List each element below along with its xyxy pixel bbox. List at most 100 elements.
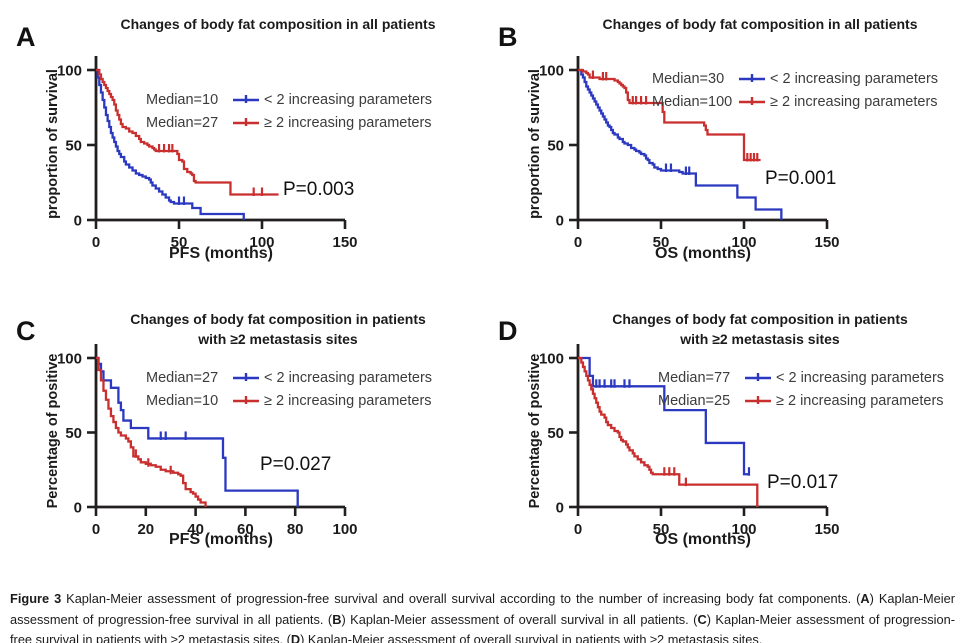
km-censor-line-icon [233, 118, 259, 126]
legend-median: Median=27 [146, 114, 219, 131]
svg-text:50: 50 [65, 425, 82, 442]
km-censor-line-icon [233, 396, 259, 404]
legend-label: ≥ 2 increasing parameters [264, 392, 432, 409]
svg-text:100: 100 [57, 63, 82, 80]
p-value: P=0.017 [767, 472, 839, 493]
svg-text:50: 50 [653, 234, 670, 251]
legend-row: Median=27 ≥ 2 increasing parameters [146, 111, 432, 134]
panel-title: Changes of body fat composition in patie… [78, 310, 478, 349]
panel-title-line1: Changes of body fat composition in patie… [130, 311, 426, 327]
km-censor-line-icon [745, 396, 771, 404]
svg-text:0: 0 [574, 521, 582, 538]
panel-letter: D [498, 316, 518, 346]
legend-median: Median=27 [146, 369, 219, 386]
y-axis-label: Percentage of positive [45, 353, 61, 509]
legend-median: Median=77 [658, 369, 731, 386]
panel-title: Changes of body fat composition in all p… [78, 15, 478, 35]
km-censor-line-icon [745, 373, 771, 381]
legend-median: Median=10 [146, 91, 219, 108]
svg-text:60: 60 [237, 521, 254, 538]
svg-text:50: 50 [547, 425, 564, 442]
figure-caption: Figure 3 Kaplan-Meier assessment of prog… [10, 591, 955, 643]
panel-title-line1: Changes of body fat composition in patie… [612, 311, 908, 327]
svg-text:50: 50 [653, 521, 670, 538]
legend-label: < 2 increasing parameters [264, 91, 433, 108]
km-censor-line-icon [739, 74, 765, 82]
svg-text:50: 50 [171, 234, 188, 251]
x-axis-label: OS (months) [655, 245, 751, 262]
svg-text:100: 100 [57, 351, 82, 368]
panel-title: Changes of body fat composition in patie… [560, 310, 960, 349]
legend: Median=30 < 2 increasing parameters Medi… [652, 67, 938, 113]
legend-label: ≥ 2 increasing parameters [264, 114, 432, 131]
legend: Median=10 < 2 increasing parameters Medi… [146, 88, 432, 134]
svg-text:0: 0 [92, 234, 100, 251]
y-axis-label: proportion of survival [45, 69, 61, 219]
panel-b: 0 50 100 0 50 100 150 B Changes of body fat co… [482, 0, 964, 292]
y-axis-label: Percentage of positive [527, 353, 543, 509]
panel-d: 0 50 100 0 50 100 150 D Changes of body fat co… [482, 292, 964, 592]
km-plot-b: 0 50 100 0 50 100 150 [539, 56, 840, 251]
km-censor-line-icon [233, 95, 259, 103]
legend-row: Median=77 < 2 increasing parameters [658, 366, 944, 389]
x-axis-label: OS (months) [655, 531, 751, 548]
y-axis-label: proportion of survival [527, 69, 543, 219]
km-plot-d: 0 50 100 0 50 100 150 [539, 344, 840, 538]
svg-text:0: 0 [92, 521, 100, 538]
svg-text:100: 100 [539, 351, 564, 368]
legend-label: ≥ 2 increasing parameters [770, 93, 938, 110]
panel-a: 0 50 100 0 50 100 150 A Changes of body fat co… [0, 0, 482, 292]
legend-label: < 2 increasing parameters [264, 369, 433, 386]
svg-text:150: 150 [332, 234, 357, 251]
legend-label: ≥ 2 increasing parameters [776, 392, 944, 409]
legend-median: Median=100 [652, 93, 733, 110]
svg-text:50: 50 [65, 138, 82, 155]
svg-text:100: 100 [249, 234, 274, 251]
svg-text:0: 0 [556, 500, 564, 517]
svg-text:0: 0 [574, 234, 582, 251]
svg-text:50: 50 [547, 138, 564, 155]
legend: Median=77 < 2 increasing parameters Medi… [658, 366, 944, 412]
legend-row: Median=100 ≥ 2 increasing parameters [652, 90, 938, 113]
legend-label: < 2 increasing parameters [776, 369, 945, 386]
p-value: P=0.027 [260, 454, 332, 475]
svg-text:150: 150 [814, 521, 839, 538]
svg-text:80: 80 [287, 521, 304, 538]
svg-text:150: 150 [814, 234, 839, 251]
legend-row: Median=10 ≥ 2 increasing parameters [146, 389, 432, 412]
svg-text:100: 100 [332, 521, 357, 538]
panel-title: Changes of body fat composition in all p… [560, 15, 960, 35]
legend-row: Median=30 < 2 increasing parameters [652, 67, 938, 90]
legend-row: Median=25 ≥ 2 increasing parameters [658, 389, 944, 412]
svg-text:100: 100 [731, 234, 756, 251]
legend-median: Median=25 [658, 392, 731, 409]
legend-row: Median=10 < 2 increasing parameters [146, 88, 432, 111]
svg-text:0: 0 [74, 213, 82, 230]
p-value: P=0.001 [765, 168, 837, 189]
svg-text:100: 100 [731, 521, 756, 538]
legend-row: Median=27 < 2 increasing parameters [146, 366, 432, 389]
panel-letter: B [498, 22, 518, 52]
legend: Median=27 < 2 increasing parameters Medi… [146, 366, 432, 412]
panel-title-line1: Changes of body fat composition in all p… [120, 16, 436, 32]
panel-letter: C [16, 316, 36, 346]
svg-text:20: 20 [137, 521, 154, 538]
km-censor-line-icon [233, 373, 259, 381]
km-plot-c: 0 50 100 0 20 40 60 80 100 [57, 344, 358, 538]
panel-c: 0 50 100 0 20 40 60 80 100 C Changes of body fat… [0, 292, 482, 592]
legend-median: Median=30 [652, 70, 725, 87]
p-value: P=0.003 [283, 179, 355, 200]
svg-text:0: 0 [556, 213, 564, 230]
legend-label: < 2 increasing parameters [770, 70, 939, 87]
km-censor-line-icon [739, 97, 765, 105]
km-plot-a: 0 50 100 0 50 100 150 [57, 56, 358, 251]
panel-title-line1: Changes of body fat composition in all p… [602, 16, 918, 32]
x-axis-label: PFS (months) [169, 245, 273, 262]
legend-median: Median=10 [146, 392, 219, 409]
panel-title-line2: with ≥2 metastasis sites [198, 330, 358, 347]
panel-title-line2: with ≥2 metastasis sites [680, 330, 840, 347]
svg-text:100: 100 [539, 63, 564, 80]
panel-letter: A [16, 22, 36, 52]
svg-text:0: 0 [74, 500, 82, 517]
